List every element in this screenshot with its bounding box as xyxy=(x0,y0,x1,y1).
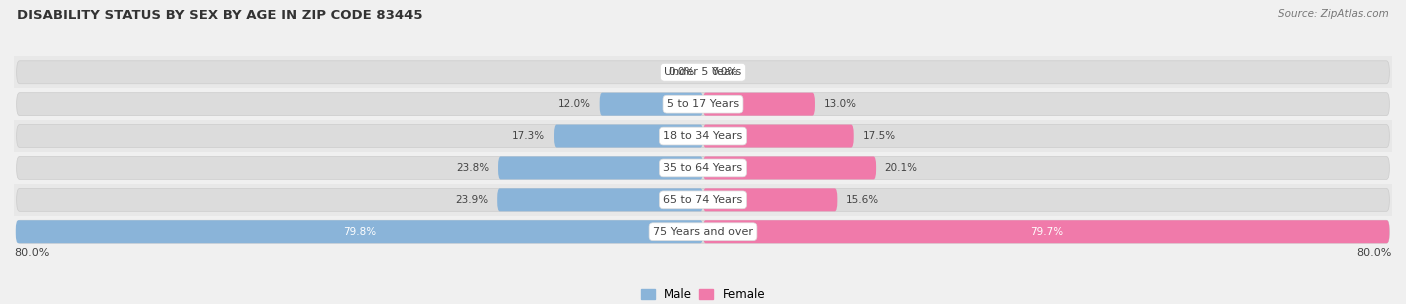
Bar xyxy=(14,216,1392,248)
FancyBboxPatch shape xyxy=(17,125,1389,147)
Bar xyxy=(14,120,1392,152)
Text: 23.9%: 23.9% xyxy=(456,195,488,205)
Text: 79.7%: 79.7% xyxy=(1029,227,1063,237)
FancyBboxPatch shape xyxy=(599,93,703,116)
Text: 18 to 34 Years: 18 to 34 Years xyxy=(664,131,742,141)
Text: 12.0%: 12.0% xyxy=(558,99,591,109)
FancyBboxPatch shape xyxy=(17,188,1389,211)
FancyBboxPatch shape xyxy=(554,125,703,147)
Text: DISABILITY STATUS BY SEX BY AGE IN ZIP CODE 83445: DISABILITY STATUS BY SEX BY AGE IN ZIP C… xyxy=(17,9,422,22)
Text: 75 Years and over: 75 Years and over xyxy=(652,227,754,237)
FancyBboxPatch shape xyxy=(17,61,1389,84)
Text: 13.0%: 13.0% xyxy=(824,99,856,109)
Text: 5 to 17 Years: 5 to 17 Years xyxy=(666,99,740,109)
Text: 20.1%: 20.1% xyxy=(884,163,918,173)
FancyBboxPatch shape xyxy=(703,125,853,147)
Text: 17.3%: 17.3% xyxy=(512,131,546,141)
Text: 80.0%: 80.0% xyxy=(1357,248,1392,258)
Bar xyxy=(14,184,1392,216)
Text: 0.0%: 0.0% xyxy=(668,67,695,77)
Text: 15.6%: 15.6% xyxy=(846,195,879,205)
Text: 65 to 74 Years: 65 to 74 Years xyxy=(664,195,742,205)
Text: Under 5 Years: Under 5 Years xyxy=(665,67,741,77)
Legend: Male, Female: Male, Female xyxy=(636,283,770,304)
FancyBboxPatch shape xyxy=(17,220,1389,243)
Text: 23.8%: 23.8% xyxy=(457,163,489,173)
Text: 79.8%: 79.8% xyxy=(343,227,375,237)
FancyBboxPatch shape xyxy=(17,157,1389,179)
FancyBboxPatch shape xyxy=(703,93,815,116)
Text: 0.0%: 0.0% xyxy=(711,67,738,77)
Bar xyxy=(14,56,1392,88)
FancyBboxPatch shape xyxy=(703,157,876,179)
Text: 35 to 64 Years: 35 to 64 Years xyxy=(664,163,742,173)
FancyBboxPatch shape xyxy=(498,188,703,211)
FancyBboxPatch shape xyxy=(17,93,1389,116)
Text: Source: ZipAtlas.com: Source: ZipAtlas.com xyxy=(1278,9,1389,19)
FancyBboxPatch shape xyxy=(703,220,1389,243)
Text: 80.0%: 80.0% xyxy=(14,248,49,258)
Text: 17.5%: 17.5% xyxy=(862,131,896,141)
Bar xyxy=(14,88,1392,120)
FancyBboxPatch shape xyxy=(703,188,838,211)
Bar xyxy=(14,152,1392,184)
FancyBboxPatch shape xyxy=(15,220,703,243)
FancyBboxPatch shape xyxy=(498,157,703,179)
